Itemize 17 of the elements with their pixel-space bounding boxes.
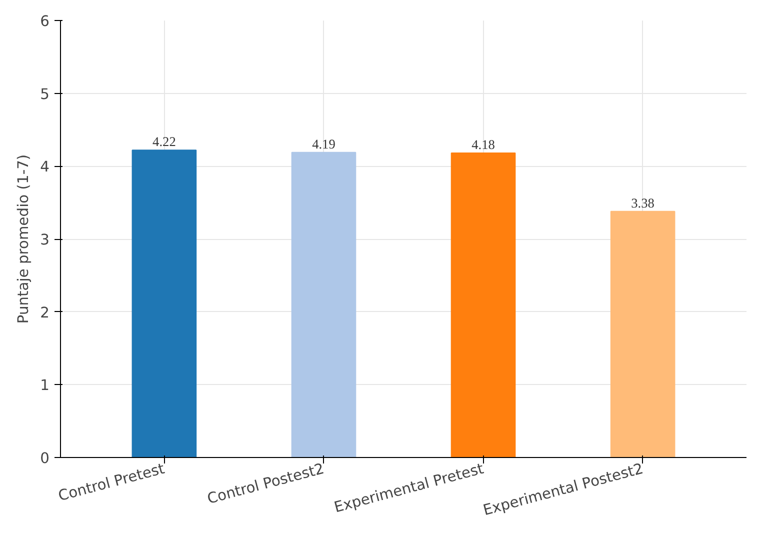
y-tick-label: 6 — [40, 13, 50, 30]
data-label: 4.22 — [152, 134, 176, 150]
data-label: 3.38 — [631, 195, 655, 210]
y-tick-label: 0 — [40, 450, 50, 467]
bar — [610, 210, 676, 458]
y-axis-title: Puntaje promedio (1-7) — [15, 154, 32, 324]
bar — [132, 150, 197, 458]
bar — [291, 152, 356, 458]
y-tick-label: 2 — [40, 304, 50, 322]
x-tick-label: Control Pretest — [56, 460, 167, 505]
y-tick-label: 3 — [40, 232, 50, 248]
y-tick-label: 4 — [40, 158, 50, 176]
y-tick-label: 1 — [40, 377, 50, 394]
y-tick-label: 5 — [40, 86, 50, 103]
data-label: 4.18 — [472, 137, 496, 152]
data-label: 4.19 — [312, 136, 336, 152]
bar — [450, 152, 516, 458]
